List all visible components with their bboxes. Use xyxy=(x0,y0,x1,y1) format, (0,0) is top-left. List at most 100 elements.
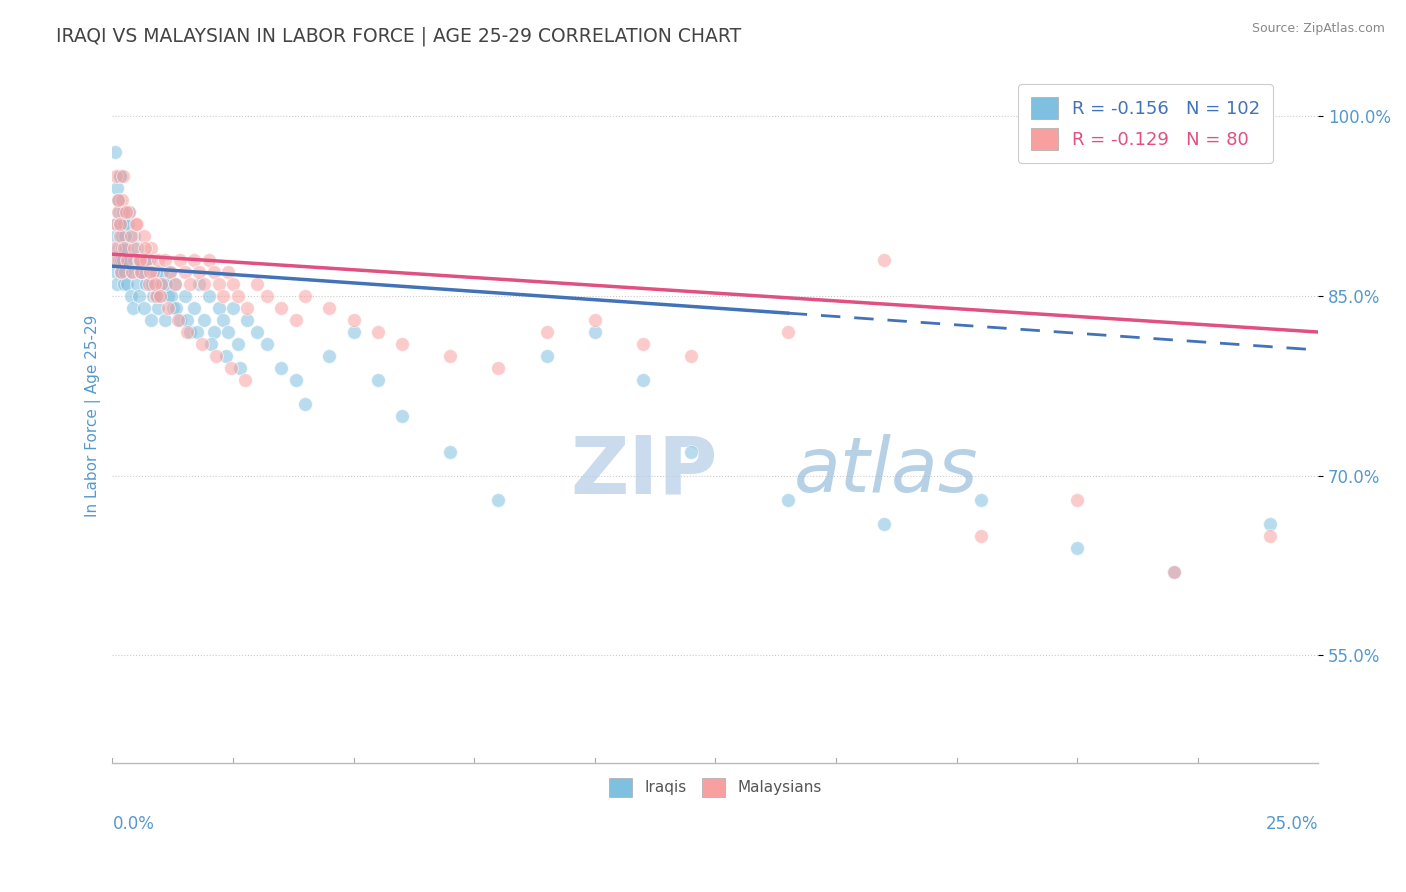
Point xyxy=(104,145,127,160)
Point xyxy=(145,289,167,303)
Point xyxy=(318,349,340,363)
Point xyxy=(212,289,235,303)
Point xyxy=(256,337,278,351)
Point xyxy=(105,217,128,231)
Point xyxy=(236,301,259,315)
Point xyxy=(207,301,229,315)
Point xyxy=(367,373,389,387)
Point xyxy=(217,325,239,339)
Point xyxy=(202,265,225,279)
Point xyxy=(115,205,138,219)
Point xyxy=(114,229,136,244)
Legend: Iraqis, Malaysians: Iraqis, Malaysians xyxy=(602,771,830,805)
Point xyxy=(270,361,292,376)
Point xyxy=(121,265,143,279)
Point xyxy=(118,205,141,219)
Point xyxy=(284,313,307,327)
Point xyxy=(136,253,159,268)
Text: 25.0%: 25.0% xyxy=(1265,815,1319,833)
Point xyxy=(188,277,211,292)
Point xyxy=(152,277,174,292)
Point xyxy=(776,325,799,339)
Point xyxy=(1163,565,1185,579)
Point xyxy=(134,241,156,255)
Point xyxy=(114,217,136,231)
Point xyxy=(135,277,157,292)
Point xyxy=(107,253,129,268)
Point xyxy=(294,397,316,411)
Point xyxy=(149,289,172,303)
Text: 0.0%: 0.0% xyxy=(112,815,155,833)
Point xyxy=(256,289,278,303)
Point xyxy=(173,289,195,303)
Point xyxy=(160,289,183,303)
Point xyxy=(110,265,132,279)
Point xyxy=(681,349,703,363)
Point xyxy=(193,277,215,292)
Point xyxy=(176,325,198,339)
Point xyxy=(162,301,184,315)
Point xyxy=(1066,541,1088,555)
Point xyxy=(186,325,208,339)
Point xyxy=(122,253,145,268)
Point xyxy=(107,194,129,208)
Point xyxy=(124,253,146,268)
Point xyxy=(149,277,172,292)
Point xyxy=(155,313,177,327)
Point xyxy=(439,445,461,459)
Point xyxy=(112,277,135,292)
Point xyxy=(124,217,146,231)
Point xyxy=(139,241,162,255)
Point xyxy=(104,265,127,279)
Point xyxy=(198,253,221,268)
Point xyxy=(193,313,215,327)
Point xyxy=(108,169,131,184)
Point xyxy=(236,313,259,327)
Point xyxy=(1066,492,1088,507)
Point xyxy=(219,361,242,376)
Point xyxy=(128,289,150,303)
Point xyxy=(169,313,191,327)
Point xyxy=(108,217,131,231)
Point xyxy=(183,253,205,268)
Point xyxy=(107,205,129,219)
Point xyxy=(631,337,654,351)
Point xyxy=(200,337,222,351)
Point xyxy=(108,217,131,231)
Point xyxy=(148,301,170,315)
Point xyxy=(125,217,148,231)
Point xyxy=(284,373,307,387)
Point xyxy=(226,289,249,303)
Point xyxy=(222,301,245,315)
Point xyxy=(173,265,195,279)
Point xyxy=(145,265,167,279)
Point xyxy=(1258,516,1281,531)
Point xyxy=(176,313,198,327)
Point xyxy=(121,301,143,315)
Point xyxy=(536,325,558,339)
Point xyxy=(105,229,128,244)
Point xyxy=(183,301,205,315)
Point xyxy=(105,217,128,231)
Point xyxy=(129,253,152,268)
Point xyxy=(120,229,142,244)
Point xyxy=(115,277,138,292)
Point xyxy=(121,265,143,279)
Point xyxy=(118,205,141,219)
Point xyxy=(131,265,153,279)
Point xyxy=(104,253,127,268)
Point xyxy=(111,205,134,219)
Point xyxy=(205,349,228,363)
Point xyxy=(138,253,160,268)
Point xyxy=(217,265,239,279)
Point xyxy=(128,253,150,268)
Point xyxy=(127,241,149,255)
Point xyxy=(104,169,127,184)
Point xyxy=(131,265,153,279)
Point xyxy=(270,301,292,315)
Point xyxy=(583,313,606,327)
Point xyxy=(108,229,131,244)
Point xyxy=(117,253,139,268)
Point xyxy=(111,241,134,255)
Point xyxy=(873,516,896,531)
